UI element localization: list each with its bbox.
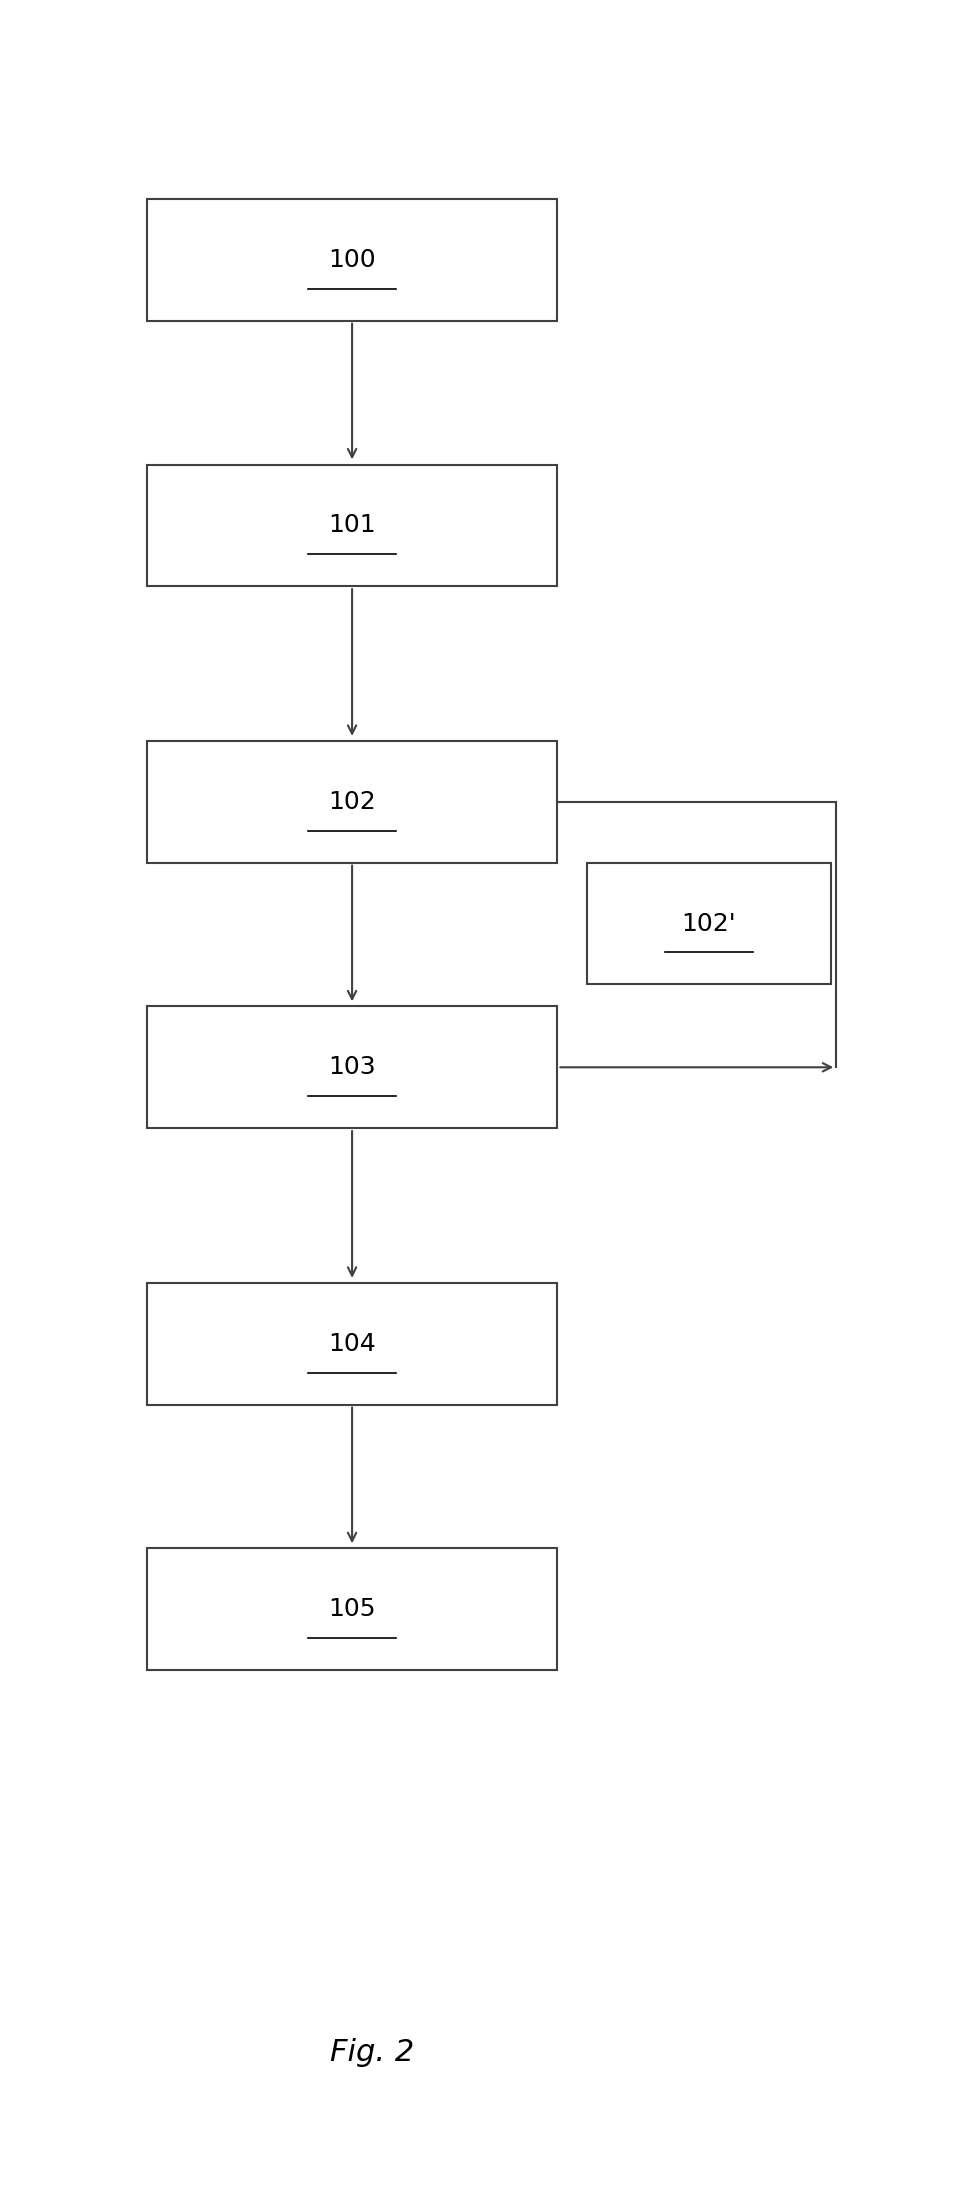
Text: 101: 101: [328, 513, 375, 538]
FancyBboxPatch shape: [147, 741, 557, 863]
Text: 104: 104: [328, 1332, 375, 1356]
FancyBboxPatch shape: [147, 199, 557, 321]
FancyBboxPatch shape: [586, 863, 830, 984]
Text: 100: 100: [328, 248, 375, 272]
Text: 105: 105: [328, 1597, 375, 1621]
Text: 103: 103: [328, 1055, 375, 1079]
FancyBboxPatch shape: [147, 1283, 557, 1405]
Text: Fig. 2: Fig. 2: [329, 2037, 413, 2068]
FancyBboxPatch shape: [147, 1548, 557, 1670]
Text: 102: 102: [328, 790, 375, 814]
FancyBboxPatch shape: [147, 1006, 557, 1128]
Text: 102': 102': [681, 911, 736, 936]
FancyBboxPatch shape: [147, 465, 557, 586]
